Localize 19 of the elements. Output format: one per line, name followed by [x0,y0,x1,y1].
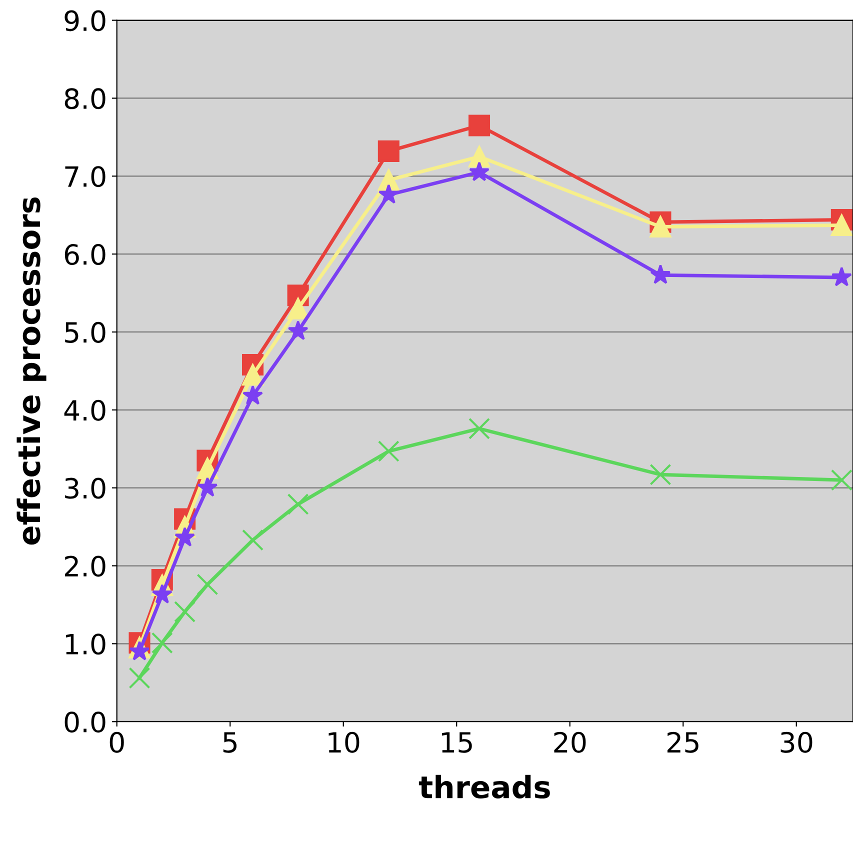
y-tick-label: 9.0 [64,10,106,32]
x-tick-label: 20 [554,732,586,753]
x-tick-label: 10 [328,732,360,753]
y-tick-label: 0.0 [64,712,106,733]
y-tick-label: 6.0 [64,244,106,266]
x-tick-label: 25 [667,732,698,753]
y-tick-label: 5.0 [65,322,106,343]
x-tick-label: 0 [110,732,124,753]
y-tick-label: 8.0 [64,88,106,110]
x-tick-label: 30 [780,732,812,753]
x-axis-title: threads [418,774,550,799]
y-tick-label: 3.0 [65,478,106,499]
y-tick-label: 4.0 [64,400,106,421]
y-tick-label: 7.0 [65,166,106,188]
x-tick-label: 5 [223,732,237,753]
y-tick-label: 2.0 [65,556,106,577]
y-tick-label: 1.0 [66,634,106,655]
y-axis-title: effective processors [16,197,46,545]
x-tick-label: 15 [442,732,472,753]
